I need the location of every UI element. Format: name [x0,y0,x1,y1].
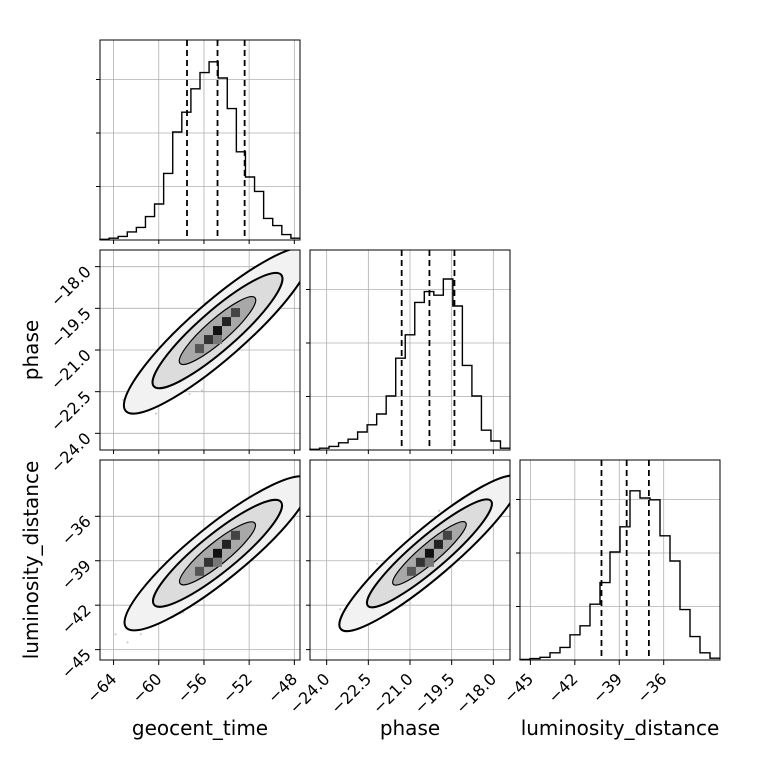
scatter-point [339,608,342,611]
density-bin [406,566,416,576]
y-tick-label: −18.0 [47,262,95,310]
panel-content [310,460,518,660]
density-bin [433,539,443,549]
density-bin [442,530,452,540]
density-bin [213,557,223,567]
panel-frame [99,459,301,661]
scatter-panel-luminosity_distance-vs-phase [309,459,518,661]
scatter-point [114,633,117,636]
density-bin [195,344,205,354]
panel-content [100,460,300,660]
density-bin [231,530,241,540]
density-bin [195,566,205,576]
panel-frame [519,459,721,661]
panel-frame [99,39,301,241]
x-axis-label-geocent_time: geocent_time [132,716,268,740]
x-tick-label: −64 [83,669,120,706]
scatter-point [154,412,158,415]
scatter-panel-phase-vs-geocent_time [99,245,304,451]
scatter-point [126,641,129,644]
x-tick-label: −56 [173,669,210,706]
y-tick-label: −42 [58,601,95,638]
x-tick-label: −60 [128,669,165,706]
density-bin [231,308,241,318]
panel-content [100,245,304,450]
y-tick-label: −36 [58,512,95,549]
y-tick-label: −22.5 [47,387,95,435]
scatter-point [376,562,379,565]
x-tick-label: −36 [633,669,670,706]
density-bin [222,539,232,549]
histogram-phase [309,278,510,450]
density-bin [213,548,223,558]
scatter-point [516,488,518,490]
y-axis-label-phase: phase [19,320,43,380]
y-axis-label-luminosity_distance: luminosity_distance [19,461,43,660]
scatter-point [139,633,142,636]
y-tick-label: −19.5 [47,304,95,352]
density-bin [204,335,214,345]
x-tick-label: −22.5 [327,669,375,717]
density-bin [213,326,223,336]
scatter-panel-luminosity_distance-vs-geocent_time [99,459,301,661]
density-bin [424,557,434,567]
hist-panel-geocent_time [96,39,301,241]
x-tick-label: −21.0 [369,669,417,717]
scatter-point [188,392,191,396]
x-axis-label-luminosity_distance: luminosity_distance [521,716,720,740]
x-tick-label: −39 [589,669,626,706]
density-bin [415,557,425,567]
x-tick-label: −18.0 [452,669,500,717]
hist-panel-luminosity_distance [516,459,721,661]
scatter-point [437,509,441,512]
y-tick-label: −39 [58,556,95,593]
density-bin [213,335,223,345]
scatter-point [200,389,204,392]
x-tick-label: −19.5 [410,669,458,717]
y-tick-label: −21.0 [47,345,95,393]
density-bin [424,548,434,558]
x-axis-label-phase: phase [380,716,440,740]
histogram-geocent_time [99,61,300,240]
density-bin [222,317,232,327]
x-tick-label: −42 [544,669,581,706]
hist-panel-phase [306,249,511,451]
density-bin [204,557,214,567]
histogram-luminosity_distance [519,490,720,661]
y-tick-label: −45 [58,645,95,682]
scatter-point [302,245,304,247]
x-tick-label: −45 [500,669,537,706]
y-tick-label: −24.0 [47,429,95,477]
x-tick-label: −52 [219,669,256,706]
